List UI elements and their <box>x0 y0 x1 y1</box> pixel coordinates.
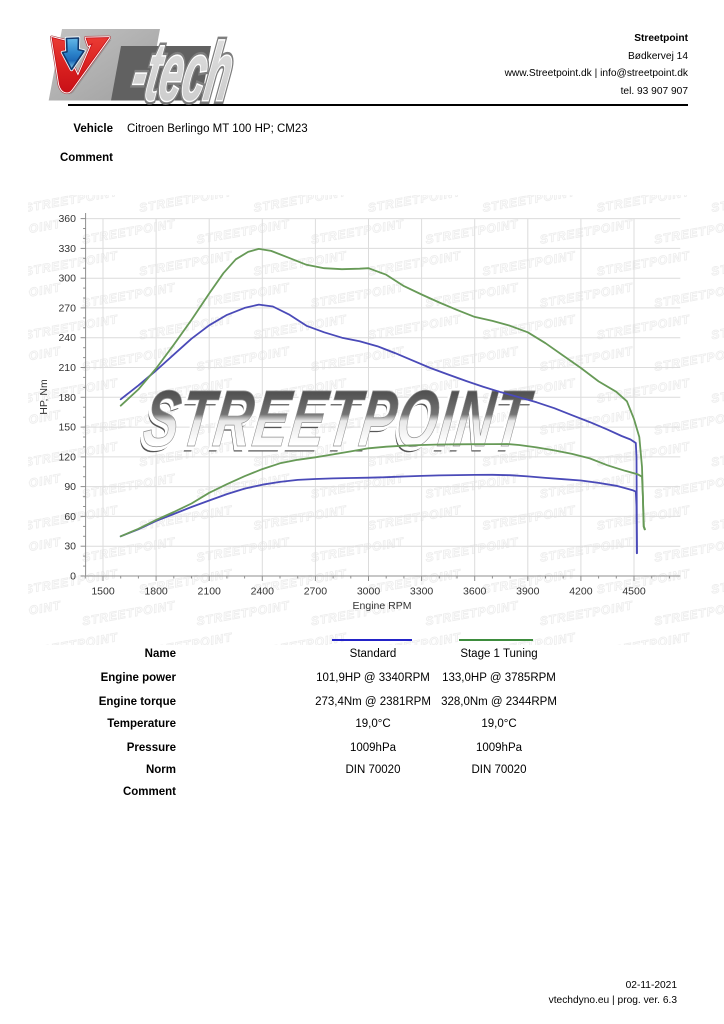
svg-text:3600: 3600 <box>463 586 487 598</box>
svg-text:3000: 3000 <box>357 586 381 598</box>
svg-text:330: 330 <box>58 243 76 255</box>
svg-text:240: 240 <box>58 332 76 344</box>
svg-text:360: 360 <box>58 213 76 225</box>
svg-text:3300: 3300 <box>410 586 434 598</box>
svg-text:-tech: -tech <box>126 26 240 115</box>
svg-text:150: 150 <box>58 422 76 434</box>
svg-text:2400: 2400 <box>251 586 275 598</box>
svg-text:STREETPOINT: STREETPOINT <box>137 377 536 466</box>
svg-text:210: 210 <box>58 362 76 374</box>
svg-text:STREETPOINT: STREETPOINT <box>139 374 538 463</box>
svg-text:120: 120 <box>58 451 76 463</box>
svg-text:270: 270 <box>58 302 76 314</box>
svg-text:4200: 4200 <box>569 586 593 598</box>
svg-text:Engine RPM: Engine RPM <box>353 600 412 612</box>
svg-text:4500: 4500 <box>622 586 646 598</box>
svg-text:-tech: -tech <box>126 26 240 115</box>
svg-text:1500: 1500 <box>91 586 115 598</box>
svg-text:-tech: -tech <box>126 26 240 115</box>
svg-text:0: 0 <box>70 571 76 583</box>
svg-text:HP, Nm: HP, Nm <box>38 379 50 415</box>
svg-text:2700: 2700 <box>304 586 328 598</box>
svg-text:90: 90 <box>64 481 76 493</box>
svg-text:60: 60 <box>64 511 76 523</box>
svg-text:2100: 2100 <box>198 586 222 598</box>
svg-text:1800: 1800 <box>144 586 168 598</box>
svg-text:3900: 3900 <box>516 586 540 598</box>
svg-text:300: 300 <box>58 273 76 285</box>
svg-text:180: 180 <box>58 392 76 404</box>
svg-text:30: 30 <box>64 541 76 553</box>
